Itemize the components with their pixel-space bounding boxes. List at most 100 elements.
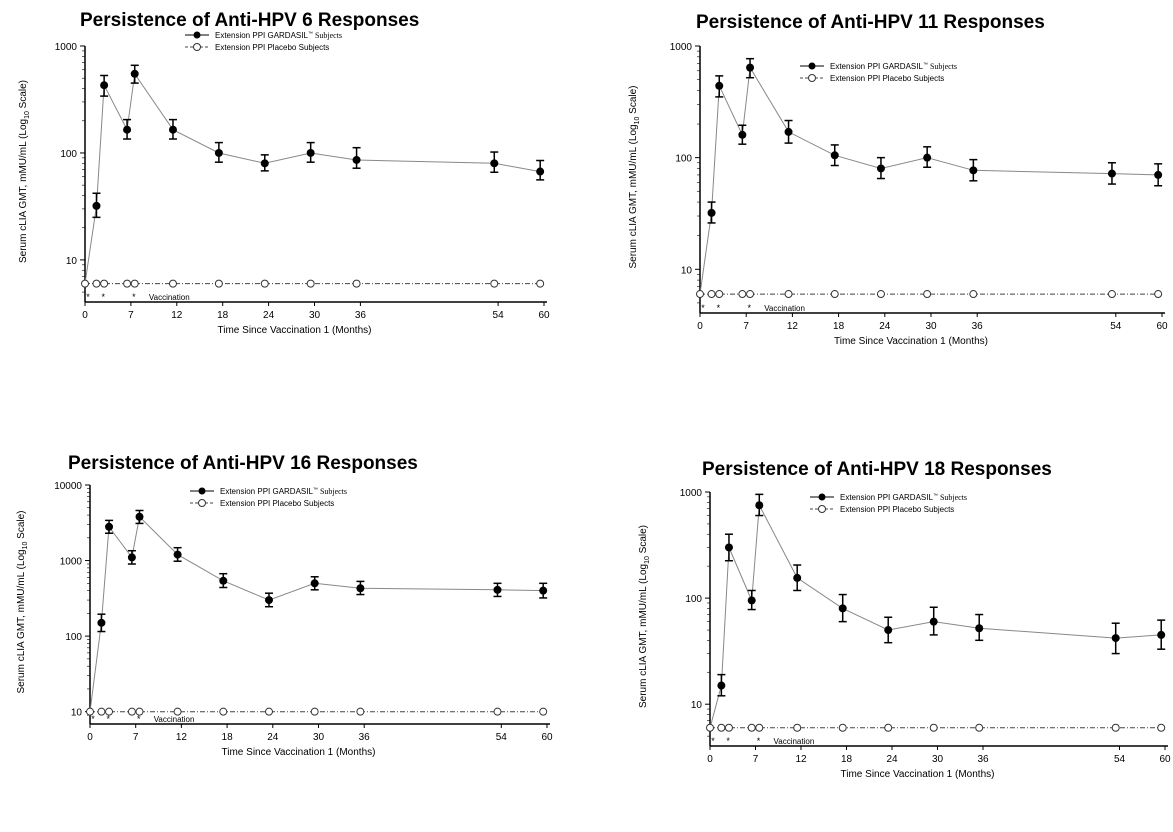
placebo-point — [793, 723, 802, 732]
vaccination-mark: * — [137, 714, 141, 724]
placebo-point — [306, 279, 315, 288]
gardasil-point — [747, 596, 756, 605]
placebo-point — [923, 290, 932, 299]
gardasil-point — [1111, 634, 1120, 643]
x-tick-label: 36 — [359, 732, 371, 743]
x-tick-label: 0 — [82, 310, 88, 321]
x-tick-label: 0 — [87, 732, 93, 743]
chart-title: Persistence of Anti-HPV 18 Responses — [702, 459, 1052, 480]
chart-panel-hpv6: Persistence of Anti-HPV 6 Responses 10 10… — [0, 0, 586, 413]
series-line-gardasil — [84, 72, 541, 284]
gardasil-point — [127, 553, 136, 562]
placebo-point — [536, 279, 545, 288]
gardasil-point — [130, 69, 139, 78]
gardasil-point — [536, 167, 545, 176]
gardasil-point — [100, 81, 109, 90]
placebo-point — [81, 279, 89, 288]
placebo-point — [123, 279, 132, 288]
placebo-point — [214, 279, 223, 288]
series-line-gardasil — [89, 515, 544, 712]
gardasil-point — [214, 148, 223, 157]
chart-panel-hpv11: Persistence of Anti-HPV 11 Responses 10 1… — [586, 0, 1173, 413]
x-tick-label: 54 — [1114, 754, 1126, 765]
y-tick-label: 1000 — [55, 42, 78, 53]
vaccination-mark: * — [102, 292, 106, 302]
x-tick-label: 54 — [1110, 321, 1122, 332]
vaccination-mark: * — [757, 736, 761, 746]
y-tick-label: 1000 — [60, 557, 83, 568]
placebo-point — [715, 290, 724, 299]
placebo-point — [706, 723, 714, 732]
legend-marker-placebo — [198, 499, 206, 507]
y-axis-label: Serum cLIA GMT, mMU/mL (Log10 Scale) — [638, 525, 651, 708]
gardasil-point — [884, 626, 893, 635]
gardasil-point — [746, 63, 755, 72]
vaccination-mark: * — [726, 736, 730, 746]
placebo-point — [219, 707, 228, 716]
legend-marker-placebo — [808, 74, 816, 82]
gardasil-point — [717, 681, 726, 690]
placebo-point — [1107, 290, 1116, 299]
placebo-point — [356, 707, 365, 716]
y-tick-label: 1000 — [680, 488, 703, 499]
gardasil-point — [264, 596, 273, 605]
x-tick-label: 12 — [176, 732, 188, 743]
x-axis-label: Time Since Vaccination 1 (Months) — [841, 769, 995, 780]
placebo-point — [755, 723, 764, 732]
gardasil-point — [755, 501, 764, 510]
vaccination-mark: * — [711, 736, 715, 746]
x-tick-label: 24 — [267, 732, 279, 743]
placebo-point — [127, 707, 136, 716]
placebo-point — [352, 279, 361, 288]
x-tick-label: 18 — [833, 321, 845, 332]
placebo-point — [105, 707, 114, 716]
x-tick-label: 24 — [879, 321, 891, 332]
placebo-point — [86, 707, 94, 716]
gardasil-point — [310, 579, 319, 588]
placebo-point — [717, 723, 726, 732]
gardasil-point — [105, 522, 114, 531]
x-tick-label: 7 — [128, 310, 134, 321]
legend-label-gardasil: Extension PPI GARDASIL™ Subjects — [215, 31, 342, 40]
x-tick-label: 30 — [925, 321, 937, 332]
vaccination-label: Vaccination — [154, 715, 195, 724]
x-tick-label: 12 — [171, 310, 183, 321]
legend-marker-gardasil — [193, 31, 201, 39]
y-tick-label: 10 — [681, 265, 693, 276]
y-axis-label: Serum cLIA GMT, mMU/mL (Log10 Scale) — [18, 80, 31, 263]
x-tick-label: 54 — [496, 732, 508, 743]
y-tick-label: 100 — [65, 632, 82, 643]
x-tick-label: 12 — [795, 754, 807, 765]
legend-label-gardasil: Extension PPI GARDASIL™ Subjects — [840, 493, 967, 502]
legend-marker-placebo — [818, 505, 826, 513]
x-tick-label: 36 — [977, 754, 989, 765]
gardasil-point — [490, 159, 499, 168]
x-tick-label: 30 — [309, 310, 321, 321]
legend-label-placebo: Extension PPI Placebo Subjects — [830, 74, 944, 83]
vaccination-mark: * — [701, 303, 705, 313]
x-tick-label: 36 — [355, 310, 367, 321]
gardasil-point — [493, 585, 502, 594]
chart-panel-hpv16: Persistence of Anti-HPV 16 Responses 10 1… — [0, 413, 586, 827]
legend-label-placebo: Extension PPI Placebo Subjects — [220, 499, 334, 508]
y-tick-label: 100 — [685, 594, 702, 605]
x-tick-label: 0 — [697, 321, 703, 332]
x-tick-label: 18 — [841, 754, 853, 765]
gardasil-point — [975, 624, 984, 633]
x-tick-label: 7 — [743, 321, 749, 332]
legend-marker-gardasil — [818, 493, 826, 501]
x-tick-label: 12 — [787, 321, 799, 332]
chart-svg: 10 100 1000 10000 0 7 12 18 24 30 36 54 60 Time Since… — [16, 481, 553, 758]
placebo-point — [100, 279, 109, 288]
y-tick-label: 1000 — [670, 42, 693, 53]
placebo-point — [493, 707, 502, 716]
chart-panel-hpv18: Persistence of Anti-HPV 18 Responses 10 1… — [586, 413, 1173, 827]
placebo-point — [724, 723, 733, 732]
placebo-point — [1154, 290, 1163, 299]
x-tick-label: 7 — [133, 732, 139, 743]
gardasil-point — [173, 550, 182, 559]
chart-title: Persistence of Anti-HPV 16 Responses — [68, 453, 418, 474]
x-tick-label: 54 — [493, 310, 505, 321]
placebo-point — [260, 279, 269, 288]
placebo-point — [838, 723, 847, 732]
